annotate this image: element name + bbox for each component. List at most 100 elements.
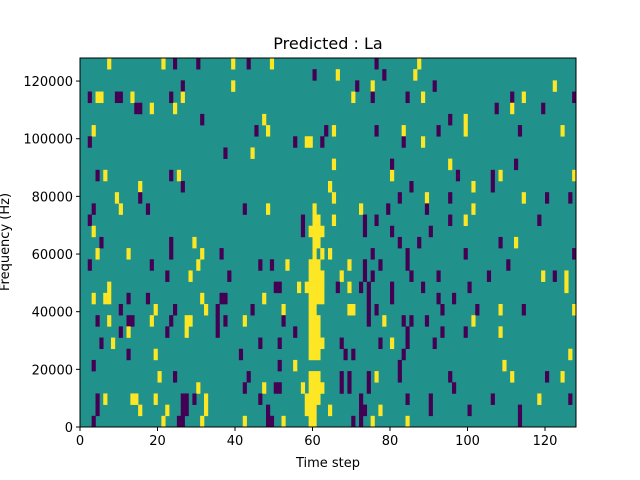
heatmap-cell-high <box>370 80 375 92</box>
heatmap-cell-high <box>316 326 321 338</box>
heatmap-cell-low <box>223 147 228 159</box>
heatmap-cell-low <box>149 259 154 271</box>
heatmap-cell-high <box>339 270 344 282</box>
heatmap-cell-low <box>390 225 395 238</box>
heatmap-cell-low <box>366 382 371 394</box>
heatmap-cell-low <box>366 315 371 327</box>
heatmap-cell-high <box>312 270 317 282</box>
heatmap-cell-low <box>440 326 445 338</box>
heatmap-cell-low <box>293 326 298 338</box>
x-tick-label: 60 <box>304 434 321 449</box>
heatmap-cell-high <box>351 304 356 316</box>
heatmap-cell-high <box>250 147 255 159</box>
heatmap-cell-high <box>572 169 577 182</box>
heatmap-cell-low <box>463 248 468 260</box>
heatmap-cell-low <box>219 248 224 260</box>
heatmap-cell-high <box>99 91 104 104</box>
heatmap-cell-high <box>266 125 271 137</box>
heatmap-cell-high <box>417 58 422 70</box>
heatmap-cell-low <box>227 270 232 282</box>
heatmap-cell-low <box>200 113 205 126</box>
heatmap-cell-low <box>180 404 185 417</box>
heatmap-cell-low <box>277 359 282 372</box>
heatmap-cell-low <box>405 259 410 271</box>
heatmap-cell-high <box>312 393 317 405</box>
heatmap-cell-low <box>180 415 185 428</box>
heatmap-cell-high <box>498 169 503 182</box>
heatmap-cell-low <box>87 214 92 227</box>
heatmap-cell-high <box>188 315 193 327</box>
heatmap-cell-high <box>308 292 313 305</box>
heatmap-cell-high <box>537 393 542 405</box>
heatmap-cell-high <box>347 304 352 316</box>
heatmap-cell-high <box>304 404 309 417</box>
heatmap-cell-high <box>196 259 201 271</box>
heatmap-cell-low <box>486 270 492 282</box>
heatmap-cell-low <box>572 91 577 104</box>
heatmap-cell-low <box>537 214 542 227</box>
heatmap-cell-low <box>173 58 178 70</box>
heatmap-cell-low <box>169 236 174 249</box>
heatmap-cell-low <box>173 304 178 316</box>
heatmap-cell-high <box>107 292 112 305</box>
heatmap-cell-low <box>374 58 379 70</box>
heatmap-cell-high <box>568 348 573 361</box>
heatmap-cell-low <box>432 337 437 350</box>
heatmap-cell-high <box>312 259 317 271</box>
heatmap-cell-high <box>107 58 112 70</box>
heatmap-cell-high <box>401 125 406 137</box>
heatmap-cell-low <box>545 371 550 383</box>
heatmap-cell-low <box>238 348 244 361</box>
heatmap-cell-low <box>359 281 364 294</box>
heatmap-cell-low <box>362 270 368 282</box>
heatmap-cell-high <box>157 371 162 383</box>
heatmap-cell-low <box>366 304 371 316</box>
heatmap-cell-low <box>545 192 550 204</box>
y-tick-label: 80000 <box>32 190 73 205</box>
heatmap-cell-low <box>145 292 151 305</box>
heatmap-cell-high <box>95 91 100 104</box>
heatmap-cell-low <box>246 58 251 70</box>
heatmap-cell-high <box>316 348 321 361</box>
heatmap-cell-low <box>514 158 519 171</box>
heatmap-cell-high <box>262 292 267 305</box>
heatmap-cell-high <box>308 382 313 394</box>
heatmap-cell-low <box>401 315 406 327</box>
heatmap-cell-low <box>95 169 100 182</box>
heatmap-cell-high <box>262 113 267 126</box>
heatmap-cell-high <box>510 371 515 383</box>
heatmap-cell-low <box>378 259 383 271</box>
heatmap-cell-low <box>192 393 197 405</box>
heatmap-cell-high <box>308 270 313 282</box>
heatmap-cell-high <box>138 404 143 417</box>
heatmap-cell-low <box>409 181 414 193</box>
heatmap-cell-high <box>165 404 170 417</box>
heatmap-cell-high <box>285 259 290 271</box>
heatmap-cell-low <box>506 259 511 271</box>
x-tick-label: 40 <box>227 434 244 449</box>
heatmap-cell-low <box>351 415 356 428</box>
heatmap-cell-high <box>471 315 476 327</box>
heatmap-cell-low <box>300 214 306 227</box>
heatmap-cell-high <box>138 181 143 193</box>
heatmap-cell-low <box>269 259 275 271</box>
heatmap-cell-high <box>107 281 112 294</box>
heatmap-cell-high <box>188 270 193 282</box>
heatmap-cell-high <box>514 236 519 249</box>
heatmap-cell-high <box>308 304 313 316</box>
heatmap-cell-high <box>312 225 317 238</box>
heatmap-cell-low <box>362 225 368 238</box>
heatmap-cell-high <box>572 304 577 316</box>
heatmap-cell-low <box>343 348 348 361</box>
heatmap-cell-low <box>382 69 387 81</box>
heatmap-cell-high <box>390 169 395 182</box>
heatmap-cell-high <box>521 192 526 204</box>
heatmap-cell-low <box>475 304 480 316</box>
heatmap-cell-low <box>448 113 453 126</box>
heatmap-cell-high <box>204 404 209 417</box>
heatmap-cell-high <box>312 404 317 417</box>
heatmap-cell-high <box>153 304 158 316</box>
heatmap-cell-high <box>304 393 309 405</box>
heatmap-cell-low <box>374 304 379 316</box>
heatmap-cell-high <box>269 58 275 70</box>
